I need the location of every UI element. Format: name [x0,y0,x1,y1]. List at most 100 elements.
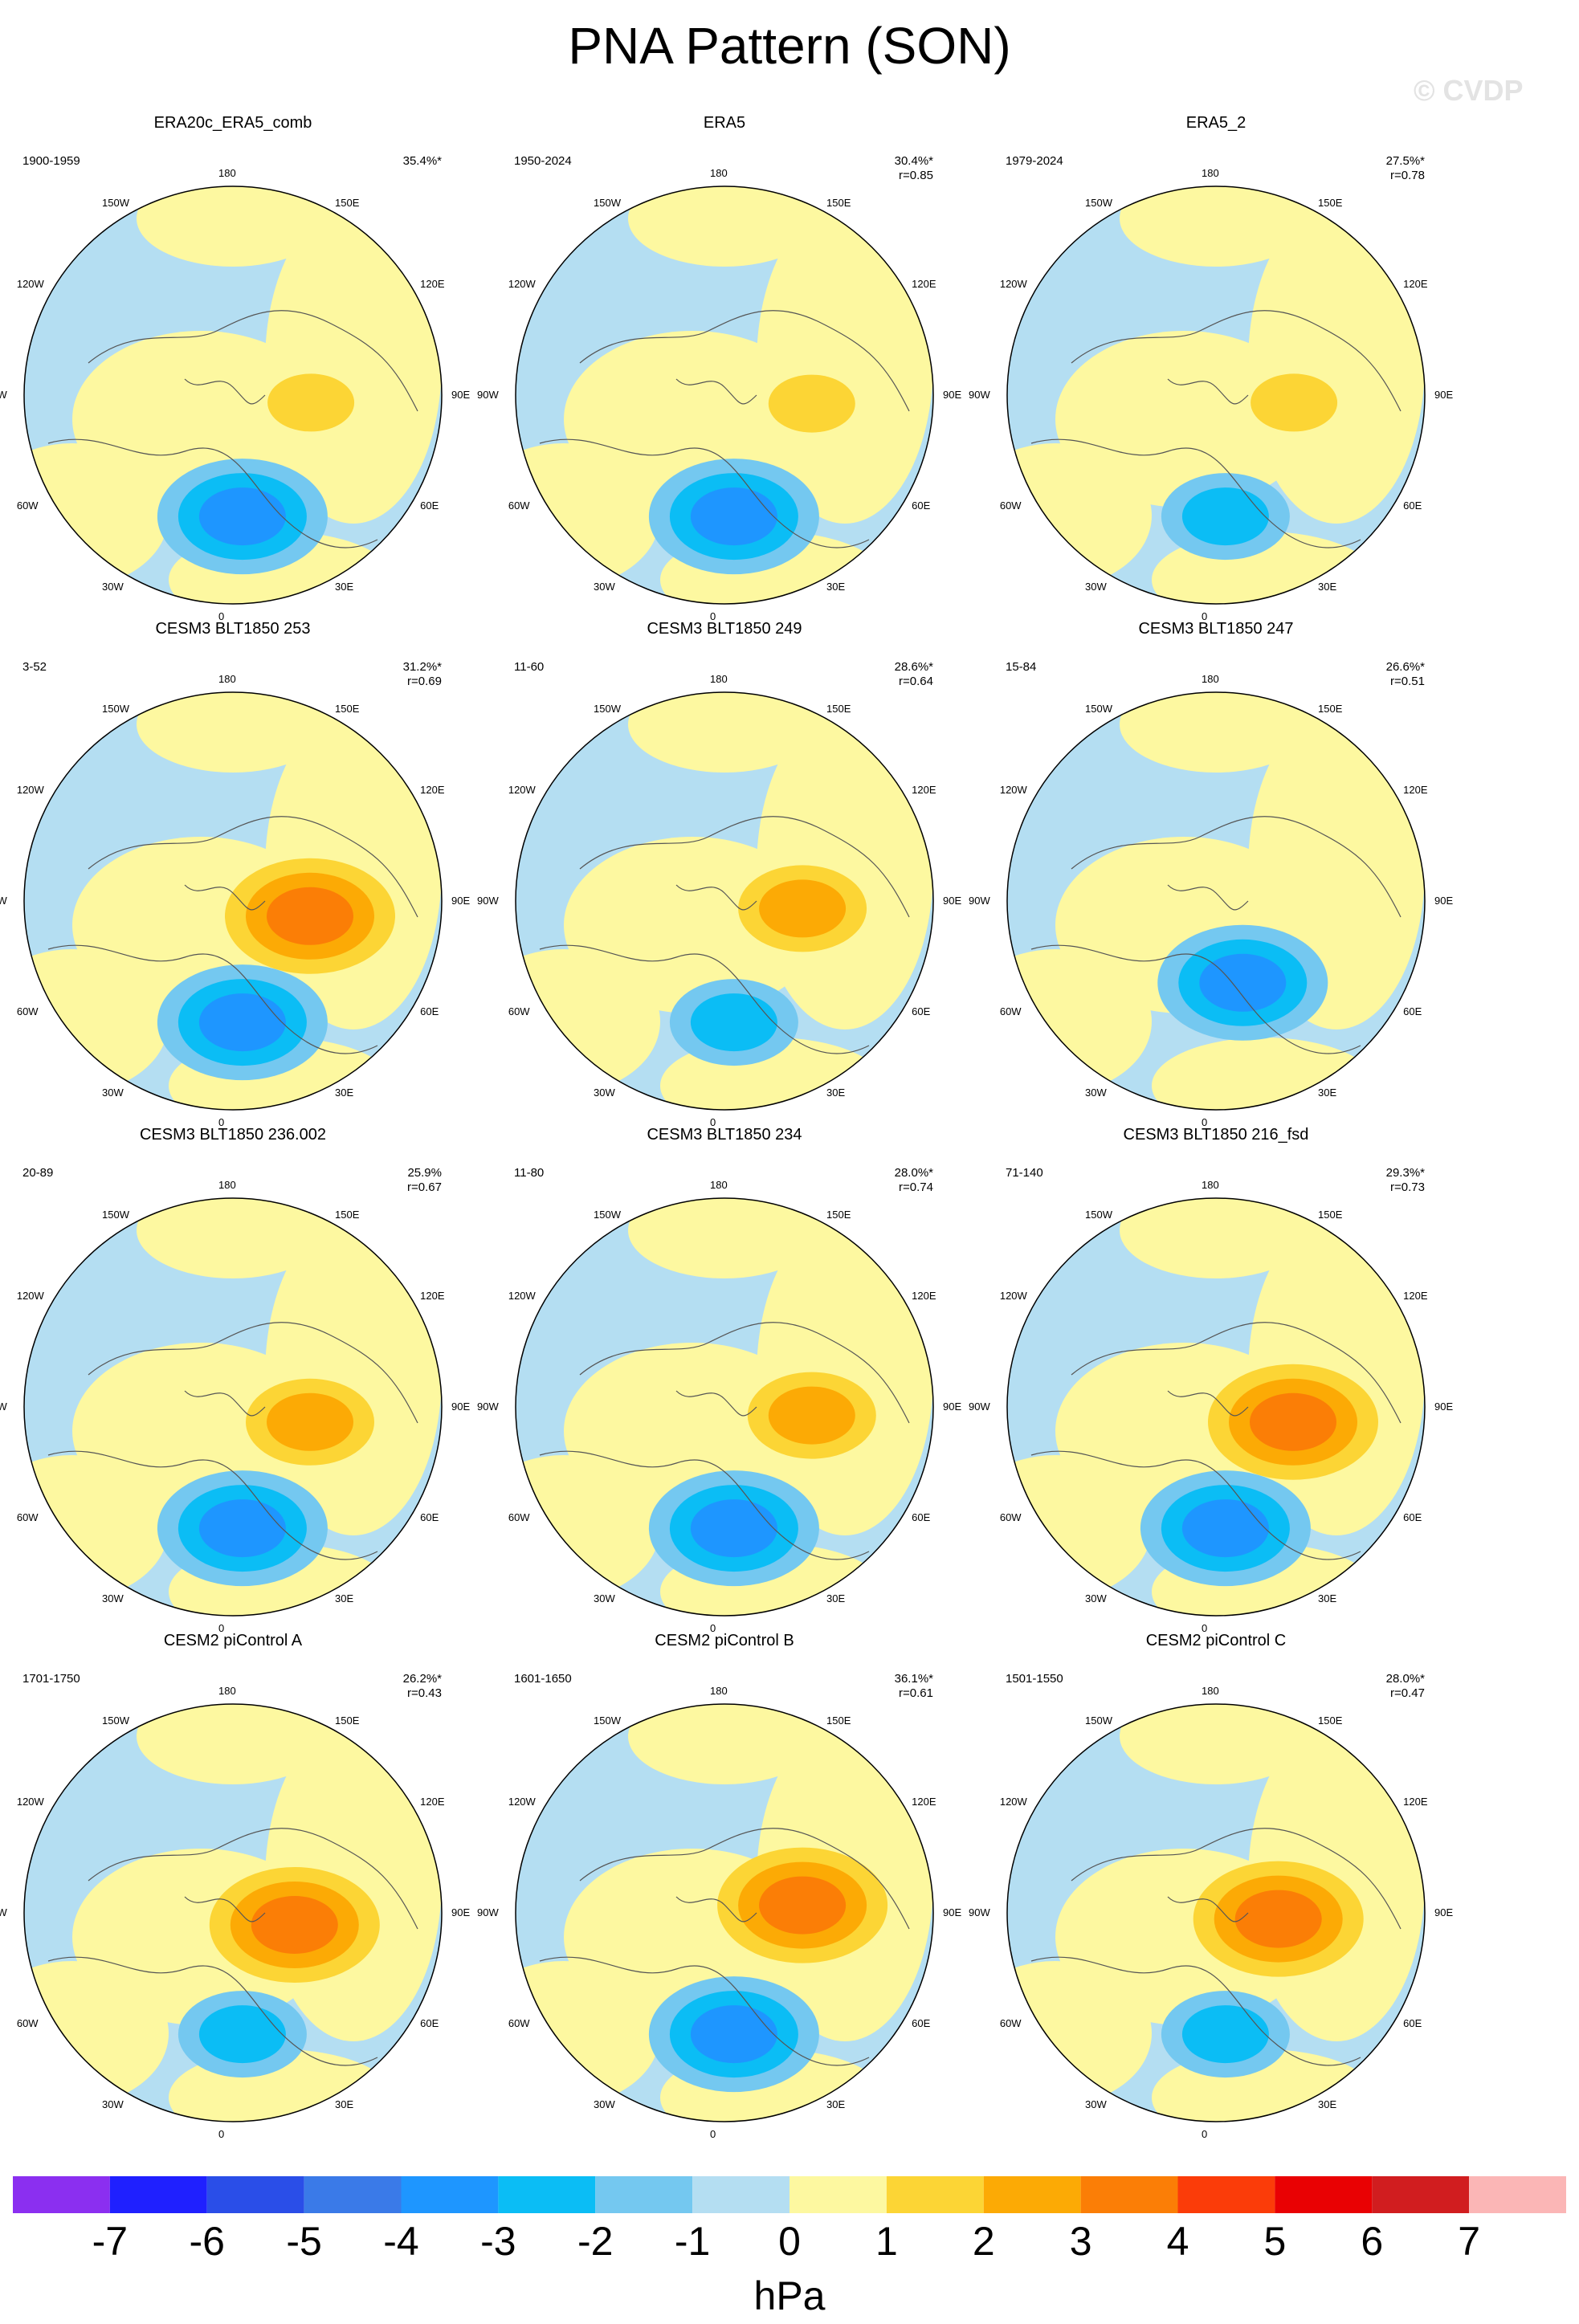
longitude-label: 120E [912,1796,936,1808]
map-outline [515,691,934,1111]
polar-map [23,1703,443,2122]
panel-years: 1950-2024 [514,154,572,168]
panel-title: ERA5_2 [1185,114,1246,132]
longitude-label: 30E [1318,1087,1337,1099]
map-panel: CESM2 piControl C 1501-1550 28.0%* r=0.47 18… [969,1632,1481,2140]
longitude-label: 120W [508,1796,536,1808]
longitude-label: 0 [710,1622,716,1634]
longitude-label: 150W [1085,702,1112,715]
colorbar-segment [692,2176,790,2213]
panel-title: ERA20c_ERA5_comb [153,114,312,132]
panel-variance: 29.3%* [1385,1166,1425,1180]
longitude-label: 60W [999,1005,1022,1017]
panel-years: 11-80 [514,1166,545,1180]
longitude-label: 60W [999,499,1022,512]
longitude-label: 30E [1318,2098,1337,2111]
map-outline [1006,186,1426,605]
panel-correlation: r=0.73 [1390,1180,1425,1194]
colorbar-segment [1372,2176,1470,2213]
map-panel: CESM3 BLT1850 253 3-52 31.2%* r=0.69 180 0 150… [0,620,498,1128]
longitude-label: 30W [102,2098,124,2111]
page-title: PNA Pattern (SON) [568,17,1011,75]
positive-anomaly-region [1120,186,1312,267]
longitude-label: 60E [912,1511,931,1523]
panel-title: CESM3 BLT1850 236.002 [139,1126,326,1144]
longitude-label: 0 [218,1622,225,1634]
longitude-label: 30E [826,1592,846,1605]
longitude-label: 60W [508,1005,530,1017]
positive-anomaly-contour [1250,1392,1336,1451]
longitude-label: 30W [1085,581,1107,593]
negative-anomaly-contour [690,1499,777,1558]
colorbar-tick-label: 4 [1166,2219,1189,2264]
longitude-label: 90W [969,1906,990,1918]
map-panel: CESM3 BLT1850 216_fsd 71-140 29.3%* r=0.73 1… [969,1126,1481,1634]
positive-anomaly-contour [267,1392,353,1451]
longitude-label: 180 [1202,1179,1219,1191]
longitude-label: 120E [912,784,936,796]
map-panel: ERA5 1950-2024 30.4%* r=0.85 180 0 150W 150E 120… [477,114,989,622]
longitude-label: 150W [594,1208,621,1221]
panel-variance: 25.9% [407,1166,442,1180]
colorbar-tick-label: -1 [674,2219,711,2264]
polar-map [23,186,443,605]
panel-correlation: r=0.67 [407,1180,442,1194]
longitude-label: 180 [1202,673,1219,685]
polar-map [515,691,934,1111]
panel-variance: 26.2%* [402,1672,442,1686]
longitude-label: 90W [969,895,990,907]
longitude-label: 90W [0,389,7,401]
longitude-label: 30E [335,1592,354,1605]
longitude-label: 0 [1202,610,1208,622]
watermark: © CVDP [1414,74,1524,107]
map-outline [1006,691,1426,1111]
colorbar-tick-label: 6 [1361,2219,1384,2264]
longitude-label: 150W [1085,1714,1112,1727]
longitude-label: 90E [451,389,471,401]
map-outline [23,691,443,1111]
polar-map [23,1197,443,1617]
longitude-label: 120E [1403,278,1428,290]
longitude-label: 90E [1434,895,1454,907]
panel-title: CESM2 piControl A [163,1632,303,1649]
panel-correlation: r=0.69 [407,675,442,688]
positive-anomaly-contour [251,1896,338,1954]
negative-anomaly-contour [198,487,286,546]
longitude-label: 150E [335,1714,360,1727]
negative-anomaly-contour [690,487,777,546]
panel-title: ERA5 [703,114,746,132]
colorbar-segment [1080,2176,1178,2213]
longitude-label: 150W [594,196,621,209]
longitude-label: 60E [1403,1005,1422,1017]
map-panel: CESM2 piControl B 1601-1650 36.1%* r=0.61 18… [477,1632,989,2140]
negative-anomaly-contour [1199,953,1287,1012]
colorbar-tick-label: 3 [1069,2219,1092,2264]
longitude-label: 60E [1403,2017,1422,2029]
longitude-label: 150E [826,196,851,209]
negative-anomaly-contour [690,2005,777,2064]
longitude-label: 150E [1318,1208,1343,1221]
panel-years: 11-60 [514,660,545,674]
longitude-label: 30E [335,2098,354,2111]
colorbar-tick-label: -6 [189,2219,225,2264]
longitude-label: 60E [912,499,931,512]
positive-anomaly-region [628,1198,821,1278]
longitude-label: 90E [943,1906,962,1918]
colorbar-segment [206,2176,304,2213]
longitude-label: 60W [508,2017,530,2029]
longitude-label: 60E [420,1005,439,1017]
longitude-label: 60E [1403,1511,1422,1523]
colorbar-segment [498,2176,596,2213]
positive-anomaly-contour [768,374,855,433]
map-outline [515,186,934,605]
coastline [47,1322,418,1560]
polar-map [515,1197,934,1617]
longitude-label: 90W [477,1906,499,1918]
panel-correlation: r=0.64 [899,675,933,688]
positive-anomaly-region [1120,692,1312,773]
panel-title: CESM3 BLT1850 216_fsd [1123,1126,1309,1144]
longitude-label: 120E [420,278,445,290]
longitude-label: 150E [1318,702,1343,715]
negative-anomaly-contour [198,2005,286,2064]
longitude-label: 120E [1403,1796,1428,1808]
